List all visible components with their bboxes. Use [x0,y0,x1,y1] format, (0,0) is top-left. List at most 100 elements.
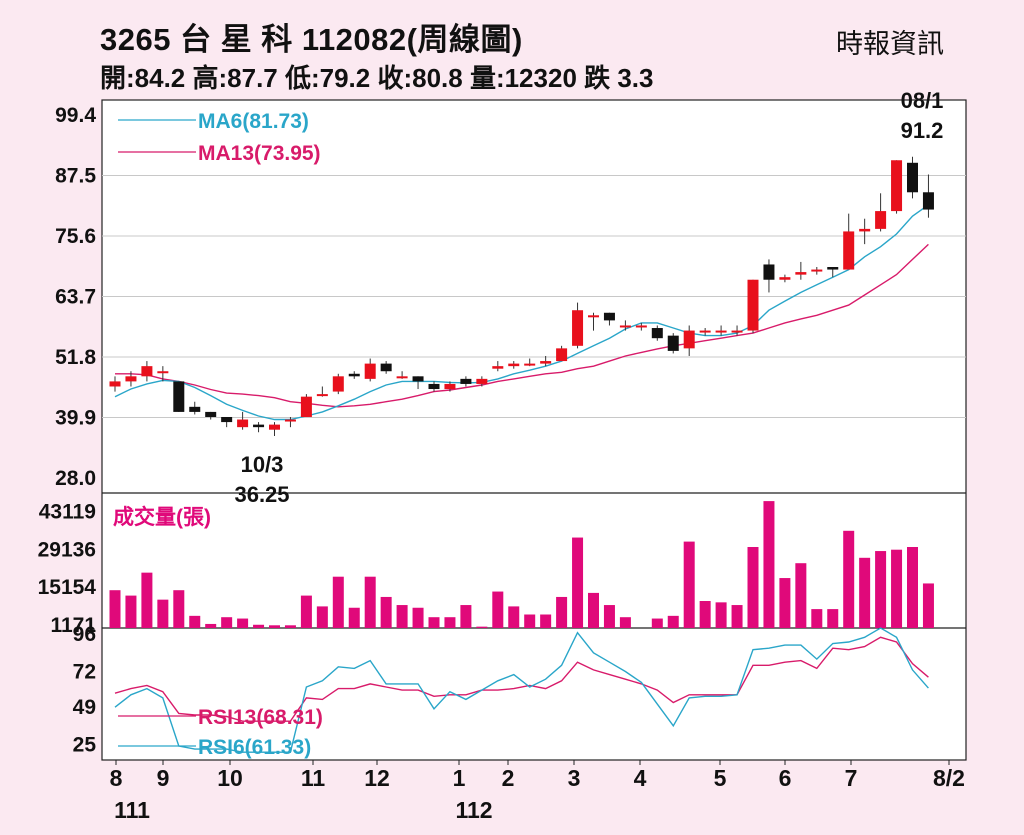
candle-body [316,394,328,397]
volume-bar [284,625,296,628]
volume-bar [779,578,791,628]
candle-body [428,383,440,390]
candle-body [444,383,456,390]
volume-bar [859,557,871,628]
candle-body [747,279,759,331]
volume-bar [811,609,823,628]
rsi-tick-label: 96 [73,623,96,646]
rsi-tick-label: 49 [73,696,96,719]
volume-bar [380,596,392,628]
candle-body [683,330,695,349]
volume-tick-label: 15154 [38,576,97,599]
volume-bar [556,596,568,628]
volume-bar [891,549,903,628]
volume-bar [747,547,759,628]
volume-bar [205,623,217,628]
price-tick-label: 75.6 [55,225,96,248]
volume-bar [157,599,169,628]
candle-body [189,406,201,412]
volume-bar [731,605,743,628]
candle-body [667,335,679,351]
volume-bar [476,626,488,628]
price-stats: 開:84.2 高:87.7 低:79.2 收:80.8 量:12320 跌 3.… [100,63,654,93]
candle-body [396,376,408,379]
candle-body [540,361,552,364]
volume-bar [189,615,201,628]
candle-body [476,378,488,384]
low-value-annotation: 36.25 [234,482,289,507]
axis-labels: 99.487.575.663.751.839.928.0431192913615… [38,88,965,823]
price-tick-label: 51.8 [55,346,96,369]
year-label: 111 [114,797,150,823]
volume-bar [715,602,727,628]
chart-title: 3265 台 星 科 112082(周線圖) [100,22,523,57]
rsi-lines [114,627,929,753]
gridlines [102,175,966,418]
legend-label: RSI13(68.31) [198,706,323,729]
price-tick-label: 39.9 [55,407,96,430]
candlesticks [109,156,934,437]
volume-bar [173,590,185,628]
x-tick-label: 4 [634,765,647,791]
candle-body [588,315,599,318]
candle-body [731,330,743,333]
volume-bar [619,617,631,628]
volume-bar [907,547,918,628]
volume-bar [237,618,249,628]
x-tick-label: 6 [779,765,792,791]
price-tick-label: 87.5 [55,165,96,188]
volume-bar [332,576,344,628]
candle-body [157,371,169,374]
candle-body [284,419,296,422]
candle-body [811,269,823,272]
volume-bar [763,501,775,628]
legend-label: MA13(73.95) [198,142,321,165]
candle-body [332,376,344,392]
volume-bar [922,583,934,628]
volume-tick-label: 29136 [38,538,96,561]
volume-bar [827,609,839,628]
candle-body [603,312,615,321]
volume-bar [492,591,504,628]
candle-body [173,381,185,412]
candle-body [269,424,280,430]
candle-body [125,376,137,382]
x-tick-label: 11 [301,765,326,791]
volume-bar [651,618,663,628]
volume-bar [460,605,472,628]
volume-bar [524,614,536,628]
volume-title: 成交量(張) [113,505,211,529]
source-label: 時報資訊 [836,29,944,59]
candle-body [524,363,536,366]
chart-frame [101,99,967,761]
candle-body [907,162,918,193]
volume-bar [221,617,233,628]
candle-body [380,363,392,372]
x-tick-label: 10 [217,765,243,791]
candle-body [460,378,472,384]
volume-bar [348,607,360,628]
high-value-annotation: 91.2 [901,118,944,143]
x-tick-label: 9 [157,765,170,791]
x-tick-label: 12 [364,765,390,791]
price-tick-label: 63.7 [55,286,96,309]
candle-body [556,348,568,362]
moving-averages [114,204,929,421]
legend-label: RSI6(61.33) [198,736,311,759]
rsi13-line [114,636,929,722]
x-tick-label: 8 [110,765,123,791]
candle-body [859,228,871,232]
volume-bar [428,617,440,628]
volume-bar [364,576,376,628]
price-tick-label: 28.0 [55,467,96,490]
candle-body [237,419,249,428]
plot-area [101,99,967,761]
volume-bar [699,601,711,628]
candle-body [795,272,807,275]
legend-label: MA6(81.73) [198,110,309,133]
candle-body [253,424,265,428]
x-tick-label: 3 [568,765,581,791]
candle-body [843,231,855,270]
volume-bar [588,592,599,628]
candle-body [699,330,711,333]
